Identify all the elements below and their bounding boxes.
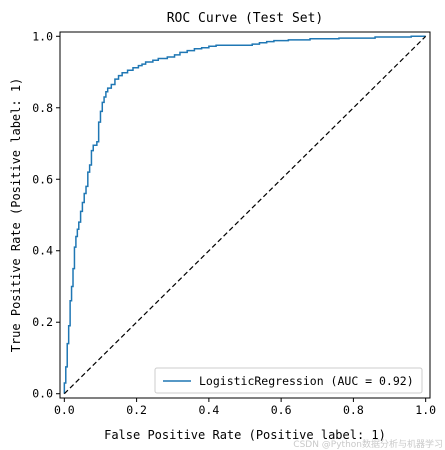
roc-curve-line [63, 35, 426, 394]
y-tick-label: 0.6 [32, 172, 53, 186]
y-tick-label: 1.0 [32, 29, 53, 43]
chance-diagonal-line [63, 35, 427, 395]
x-tick-label: 0.0 [54, 403, 75, 417]
ticks-layer: 0.0 0.2 0.4 0.6 0.8 1.0 0.0 0.2 0.4 0.6 0.8 1.0 [32, 29, 436, 417]
y-axis-label: True Positive Rate (Positive label: 1) [9, 78, 23, 353]
legend-entry-label: LogisticRegression (AUC = 0.92) [199, 374, 414, 388]
y-tick-label: 0.4 [32, 244, 53, 258]
series-layer [63, 35, 427, 395]
x-tick-label: 1.0 [415, 403, 436, 417]
x-tick-label: 0.4 [198, 403, 219, 417]
plot-frame [59, 31, 431, 399]
x-tick-label: 0.2 [126, 403, 147, 417]
chart-title: ROC Curve (Test Set) [167, 11, 324, 26]
x-tick-label: 0.6 [271, 403, 292, 417]
legend: LogisticRegression (AUC = 0.92) [154, 367, 423, 394]
x-tick-label: 0.8 [343, 403, 364, 417]
y-tick-label: 0.2 [32, 315, 53, 329]
legend-box [154, 367, 423, 394]
watermark: CSDN @Python数据分析与机器学习 [293, 438, 443, 450]
y-tick-label: 0.0 [32, 387, 53, 401]
y-tick-label: 0.8 [32, 101, 53, 115]
x-axis-label: False Positive Rate (Positive label: 1) [104, 428, 386, 442]
